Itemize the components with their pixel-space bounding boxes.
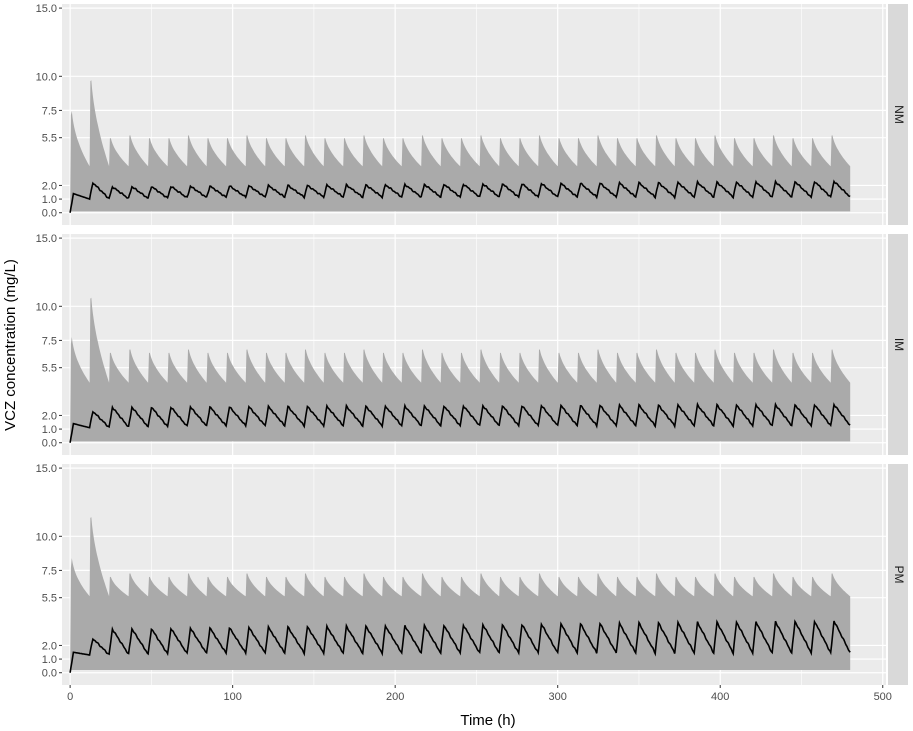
y-tick-label: 2.0 xyxy=(42,640,57,652)
x-tick-label: 100 xyxy=(223,691,241,703)
x-axis-title: Time (h) xyxy=(460,712,515,729)
x-axis: 0 100 200 300 400 500 xyxy=(67,685,892,703)
y-tick-label: 2.0 xyxy=(42,180,57,192)
y-tick-label: 7.5 xyxy=(42,105,57,117)
median-line-nm xyxy=(69,179,851,213)
facet-strip xyxy=(888,4,908,225)
y-tick-label: 10.0 xyxy=(36,531,57,543)
y-tick-label: 0.0 xyxy=(42,438,57,450)
facet-strip-label: PM xyxy=(892,566,906,584)
facet-panel-nm: 0.0 1.0 2.0 5.5 7.5 10.0 15.0 NM xyxy=(36,3,908,225)
x-tick-label: 500 xyxy=(874,691,892,703)
confidence-band-pm xyxy=(70,517,851,673)
x-tick-label: 0 xyxy=(67,691,73,703)
facet-strip-label: NM xyxy=(892,105,906,124)
confidence-band-im xyxy=(70,297,851,443)
median-line-pm xyxy=(69,619,851,673)
confidence-band-nm xyxy=(70,80,851,213)
facet-panels: 0.0 1.0 2.0 5.5 7.5 10.0 15.0 NM 0.0 1.0 2.0 5.5 7.5… xyxy=(36,3,908,685)
y-tick-label: 5.5 xyxy=(42,593,57,605)
x-tick-label: 300 xyxy=(549,691,567,703)
y-tick-label: 7.5 xyxy=(42,335,57,347)
facet-strip-label: IM xyxy=(892,338,906,351)
y-tick-label: 15.0 xyxy=(36,3,57,15)
y-tick-label: 10.0 xyxy=(36,71,57,83)
y-tick-label: 1.0 xyxy=(42,194,57,206)
median-line-im xyxy=(69,401,851,443)
y-tick-label: 5.5 xyxy=(42,133,57,145)
y-tick-label: 0.0 xyxy=(42,668,57,680)
facet-strip xyxy=(888,234,908,455)
y-tick-label: 15.0 xyxy=(36,233,57,245)
x-tick-label: 400 xyxy=(711,691,729,703)
facet-panel-im: 0.0 1.0 2.0 5.5 7.5 10.0 15.0 IM xyxy=(36,233,908,455)
x-tick-label: 200 xyxy=(386,691,404,703)
y-axis-title: VCZ concentration (mg/L) xyxy=(2,259,19,431)
y-tick-label: 7.5 xyxy=(42,565,57,577)
y-tick-label: 15.0 xyxy=(36,463,57,475)
facet-strip xyxy=(888,464,908,685)
y-tick-label: 0.0 xyxy=(42,208,57,220)
y-tick-label: 1.0 xyxy=(42,654,57,666)
facet-panel-pm: 0.0 1.0 2.0 5.5 7.5 10.0 15.0 PM xyxy=(36,463,908,685)
y-tick-label: 1.0 xyxy=(42,424,57,436)
y-tick-label: 5.5 xyxy=(42,363,57,375)
y-tick-label: 10.0 xyxy=(36,301,57,313)
y-tick-label: 2.0 xyxy=(42,410,57,422)
